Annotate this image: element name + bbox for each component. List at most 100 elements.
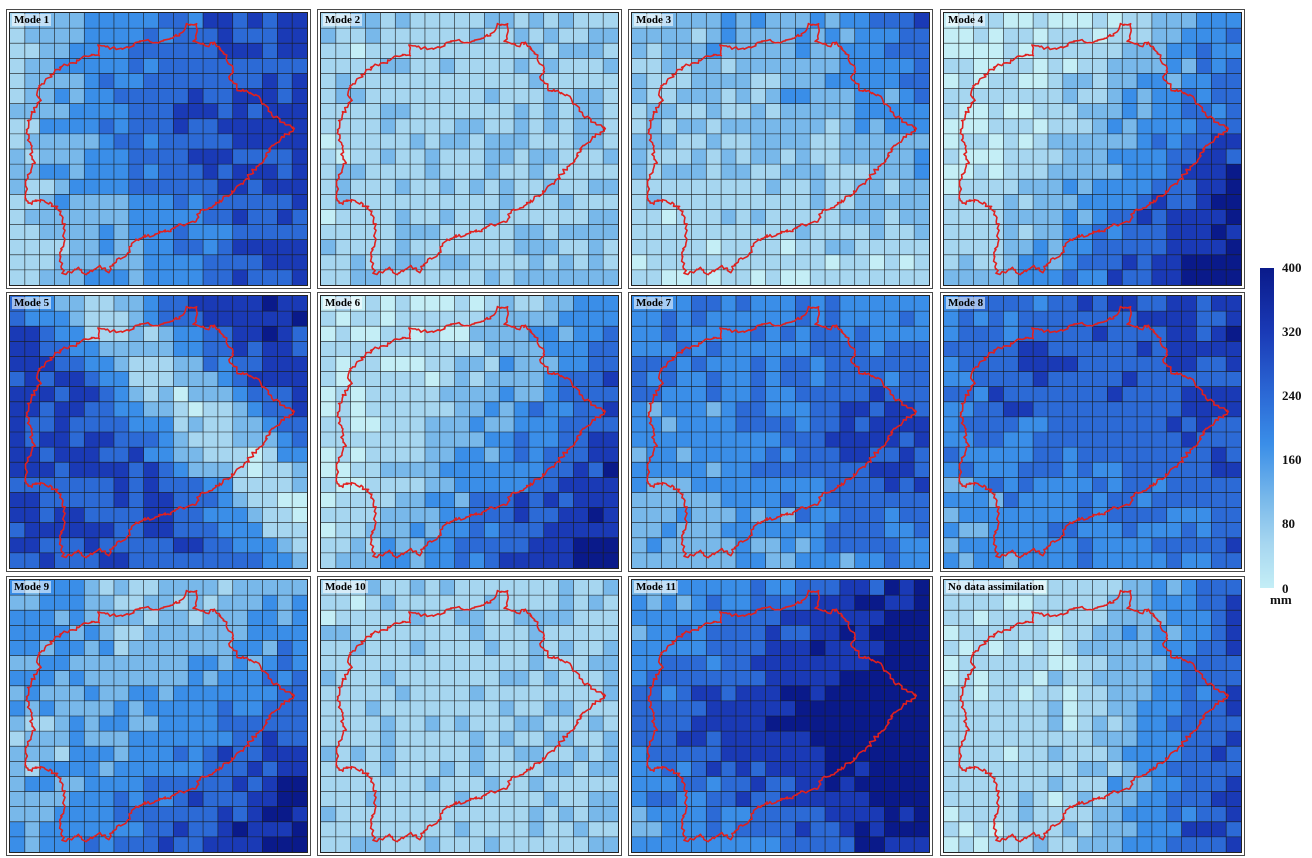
grid-cell [232,640,248,656]
grid-cell [188,836,204,852]
grid-cell [528,492,545,508]
grid-cell [588,356,604,372]
grid-cell [277,103,293,120]
grid-cell [188,507,204,523]
grid-cell [661,522,677,539]
grid-cell [350,269,366,285]
grid-cell [1092,164,1108,180]
grid-cell [1062,700,1078,717]
grid-cell [188,640,204,656]
grid-cell [484,73,500,89]
grid-cell [706,239,722,256]
grid-cell [914,640,929,656]
grid-cell [99,311,115,327]
grid-cell [988,118,1004,135]
grid-cell [973,537,989,554]
grid-cell [113,477,130,493]
grid-cell [10,28,26,44]
grid-cell [914,239,929,256]
grid-cell [69,103,85,120]
grid-cell [661,356,677,372]
grid-cell [232,73,248,89]
grid-cell [1166,791,1182,807]
grid-cell [1033,103,1049,120]
grid-cell [558,386,574,403]
grid-cell [514,133,530,150]
grid-cell [1181,655,1197,671]
grid-cell [721,58,737,74]
grid-cell [410,371,426,387]
grid-cell [884,13,900,29]
grid-cell [39,595,55,611]
grid-cell [247,700,263,717]
grid-cell [484,386,500,403]
grid-cell [395,776,411,792]
grid-cell [1033,88,1049,104]
grid-cell [1077,118,1093,135]
grid-cell [424,13,441,29]
grid-cell [543,209,559,225]
grid-cell [676,761,692,777]
grid-cell [765,655,781,671]
grid-cell [1137,58,1153,74]
grid-cell [1196,761,1212,777]
map-panel-mode-4: Mode 4 [940,9,1245,289]
grid-cell [514,356,530,372]
grid-cell [173,537,189,554]
grid-cell [1137,821,1153,838]
grid-cell [158,179,174,195]
grid-cell [661,462,677,478]
grid-cell [10,462,26,478]
grid-cell [395,655,411,671]
grid-cell [514,746,530,762]
grid-cell [1166,655,1182,671]
grid-cell [543,416,559,433]
grid-cell [558,552,574,568]
grid-cell [39,640,55,656]
grid-cell [454,716,470,732]
grid-cell [1226,655,1241,671]
grid-cell [973,447,989,463]
grid-cell [780,610,796,626]
grid-cell [99,716,115,732]
grid-cell [380,432,396,448]
grid-cell [676,13,692,29]
grid-cell [706,776,722,792]
grid-cell [143,118,159,135]
grid-cell [158,13,174,29]
grid-cell [217,761,234,777]
grid-cell [1122,269,1138,285]
grid-cell [1018,194,1034,210]
grid-cell [1107,13,1123,29]
grid-cell [1166,133,1182,150]
grid-cell [632,118,648,135]
grid-cell [173,149,189,165]
grid-cell [1062,371,1078,387]
grid-cell [514,73,530,89]
grid-cell [765,13,781,29]
grid-cell [424,118,441,135]
grid-cell [380,507,396,523]
grid-cell [1092,371,1108,387]
grid-cell [854,522,870,539]
grid-cell [1107,371,1123,387]
grid-cell [1196,595,1212,611]
grid-cell [854,88,870,104]
grid-cell [1181,537,1197,554]
grid-cell [691,716,707,732]
grid-cell [262,58,278,74]
grid-cell [217,296,234,312]
grid-cell [203,28,219,44]
grid-cell [1151,194,1168,210]
grid-cell [410,164,426,180]
grid-cell [1211,552,1227,568]
grid-cell [1166,73,1182,89]
grid-lines [10,580,307,852]
grid-cell [646,731,662,747]
grid-cell [884,625,900,641]
grid-cell [24,552,40,568]
grid-cell [543,522,559,539]
grid-cell [484,133,500,150]
grid-cell [277,580,293,596]
grid-cell [380,655,396,671]
